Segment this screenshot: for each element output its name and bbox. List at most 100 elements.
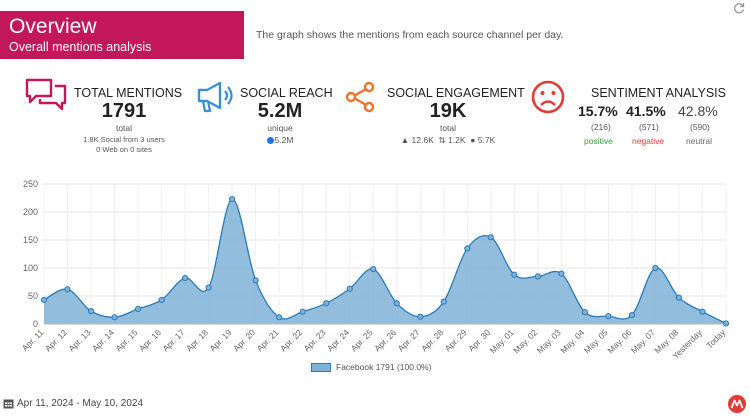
- x-tick-label: Apr. 16: [137, 327, 163, 353]
- data-point: [158, 296, 165, 304]
- data-point: [87, 308, 95, 315]
- comments-count: 5.7K: [477, 135, 496, 145]
- data-point: [722, 320, 730, 327]
- sentiment-label: SENTIMENT ANALYSIS: [591, 86, 726, 100]
- positive-count: (216): [591, 122, 611, 132]
- data-point: [182, 274, 189, 282]
- x-tick-label: Apr. 23: [302, 327, 328, 353]
- refresh-icon[interactable]: [733, 2, 745, 14]
- social-engagement-unit: total: [439, 123, 457, 133]
- x-tick-label: Apr. 18: [184, 327, 210, 353]
- total-mentions-value: 1791: [101, 100, 147, 122]
- date-range[interactable]: Apr 11, 2024 - May 10, 2024: [3, 398, 143, 409]
- x-tick-label: Apr. 11: [20, 327, 46, 353]
- x-tick-label: Apr. 24: [325, 327, 351, 353]
- x-tick-label: Apr. 15: [113, 327, 139, 353]
- series-area: [44, 199, 726, 324]
- data-point: [346, 285, 353, 292]
- social-reach-unit: unique: [267, 123, 293, 133]
- data-point: [252, 277, 259, 284]
- x-tick-label: May. 07: [629, 327, 657, 355]
- data-point: [581, 309, 588, 316]
- x-tick-label: Apr. 29: [443, 327, 469, 353]
- social-engagement-breakdown: ▲ 12.6K ⇅ 1.2K ● 5.7K: [388, 135, 508, 146]
- data-point: [134, 305, 142, 312]
- data-point: [699, 308, 706, 315]
- x-tick-label: Apr. 22: [278, 327, 304, 353]
- x-tick-label: May. 01: [488, 327, 516, 355]
- y-tick-label: 200: [23, 207, 38, 217]
- data-point: [511, 271, 518, 278]
- y-tick-label: 150: [23, 235, 38, 245]
- comment-icon: ●: [470, 135, 476, 145]
- x-tick-label: Apr. 21: [254, 327, 280, 353]
- y-tick-label: 50: [28, 291, 38, 301]
- total-mentions-web-detail: 0 Web on 0 sites: [96, 145, 152, 154]
- y-tick-label: 250: [23, 179, 38, 189]
- sad-face-icon: [531, 80, 565, 114]
- data-point: [675, 294, 683, 301]
- total-mentions-social-detail: 1.8K Social from 3 users: [83, 135, 165, 144]
- data-point: [487, 234, 494, 241]
- share-icon: ⇅: [438, 135, 446, 145]
- page-subtitle: Overall mentions analysis: [9, 40, 152, 54]
- x-tick-label: Apr. 25: [349, 327, 375, 353]
- shares-count: 1.2K: [448, 135, 466, 145]
- page-description: The graph shows the mentions from each s…: [256, 29, 564, 41]
- social-reach-value: 5.2M: [257, 100, 303, 122]
- neutral-count: (590): [690, 122, 710, 132]
- share-nodes-icon: [345, 81, 375, 113]
- data-point: [64, 286, 71, 293]
- total-mentions-unit: total: [115, 123, 133, 133]
- neutral-pct: 42.8%: [678, 103, 718, 119]
- x-tick-label: Apr. 19: [207, 327, 233, 353]
- social-reach-facebook: 5.2M: [230, 135, 330, 145]
- data-point: [605, 313, 612, 320]
- data-point: [628, 311, 636, 319]
- brand-logo-icon: [728, 395, 746, 413]
- legend-label: Facebook 1791 (100.0%): [336, 362, 432, 372]
- negative-word: negative: [632, 136, 665, 146]
- x-tick-label: Apr. 14: [90, 327, 116, 353]
- x-tick-label: Apr. 27: [396, 327, 422, 353]
- x-tick-label: May. 06: [605, 327, 633, 355]
- facebook-icon: [266, 137, 274, 144]
- megaphone-icon: [197, 81, 233, 113]
- data-point: [229, 196, 236, 203]
- positive-pct: 15.7%: [578, 103, 618, 119]
- likes-count: 12.6K: [411, 135, 434, 145]
- overview-header: Overview Overall mentions analysis: [0, 11, 244, 59]
- calendar-icon: [3, 399, 14, 409]
- like-icon: ▲: [400, 135, 410, 145]
- x-tick-label: May. 05: [582, 327, 610, 355]
- data-point: [417, 313, 424, 320]
- positive-word: positive: [584, 136, 613, 146]
- x-tick-label: Apr. 17: [160, 327, 186, 353]
- social-engagement-label: SOCIAL ENGAGEMENT: [387, 86, 525, 100]
- x-tick-label: Apr. 13: [66, 327, 92, 353]
- social-engagement-value: 19K: [429, 100, 467, 122]
- x-tick-label: May. 04: [558, 327, 586, 355]
- neutral-word: neutral: [686, 136, 712, 146]
- data-point: [205, 284, 212, 291]
- data-point: [558, 270, 565, 277]
- data-point: [40, 296, 48, 304]
- data-point: [276, 314, 283, 321]
- x-tick-label: Apr. 20: [231, 327, 257, 353]
- data-point: [464, 245, 471, 252]
- y-tick-label: 100: [23, 263, 38, 273]
- data-point: [370, 266, 377, 273]
- chart-legend[interactable]: Facebook 1791 (100.0%): [311, 362, 431, 372]
- x-tick-label: Apr. 28: [419, 327, 445, 353]
- date-range-text: Apr 11, 2024 - May 10, 2024: [17, 398, 144, 409]
- x-tick-label: Apr. 26: [372, 327, 398, 353]
- data-point: [534, 273, 541, 280]
- data-point: [299, 308, 306, 315]
- x-tick-label: May. 03: [535, 327, 563, 355]
- data-point: [440, 298, 447, 305]
- y-tick-label: 0: [33, 319, 38, 329]
- social-reach-facebook-value: 5.2M: [274, 135, 294, 145]
- social-reach-label: SOCIAL REACH: [240, 86, 333, 100]
- total-mentions-label: TOTAL MENTIONS: [74, 86, 183, 100]
